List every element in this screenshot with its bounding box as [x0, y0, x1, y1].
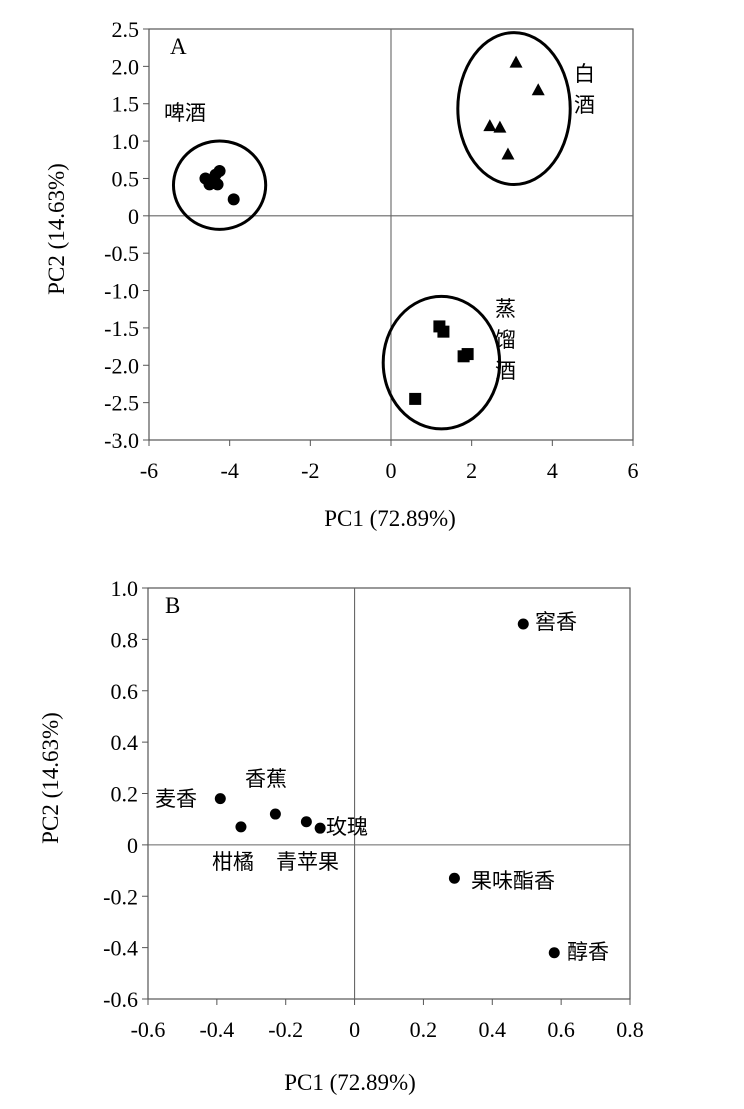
panel-a-y-tick-label: -1.0 [104, 279, 139, 304]
panel-a-y-tick-label: -2.0 [104, 353, 139, 378]
data-point-distilled [437, 325, 450, 338]
point-label-malt-aroma: 麦香 [155, 787, 197, 811]
panel-a-x-tick-label: 2 [466, 458, 477, 483]
data-point-aroma [548, 947, 560, 959]
panel-a-y-axis-label: PC2 (14.63%) [44, 163, 69, 295]
panel-a-x-tick-label: 6 [628, 458, 639, 483]
panel-a-y-tick-label: 2.5 [112, 17, 140, 42]
panel-a-y-tick-label: -2.5 [104, 391, 139, 416]
panel-a-cluster-ellipses [171, 31, 572, 431]
panel-b-y-axis-label: PC2 (14.63%) [38, 712, 63, 844]
panel-a-x-tick-label: -2 [301, 458, 319, 483]
panel-a-y-tick-label: 1.5 [112, 92, 140, 117]
point-label-banana: 香蕉 [245, 767, 287, 791]
panel-a-chart: -6 -4 -2 0 2 4 6 2.5 2.0 1.5 1.0 0.5 0 -0.5 -1.0 -1.5 -2… [44, 17, 639, 531]
cluster-label-distilled-char-3: 酒 [495, 359, 516, 383]
data-point-aroma [235, 821, 247, 833]
cluster-label-baijiu-char-2: 酒 [574, 93, 595, 117]
cluster-label-distilled-char-2: 馏 [495, 328, 516, 352]
panel-b-x-tick-label: -0.4 [199, 1017, 234, 1042]
panel-a-y-tick-label: -3.0 [104, 428, 139, 453]
data-point-aroma [214, 793, 226, 805]
data-point-distilled [461, 348, 474, 361]
panel-b-axes: -0.6 -0.4 -0.2 0 0.2 0.4 0.6 0.8 1.0 0.8 0.6 0.4 0.2… [103, 576, 644, 1042]
panel-b-y-tick-label: 1.0 [111, 576, 139, 601]
panel-b-x-tick-label: 0.2 [410, 1017, 438, 1042]
point-label-rose: 玫瑰 [326, 815, 368, 839]
data-point-baijiu [501, 147, 515, 160]
panel-b-x-tick-label: 0.8 [616, 1017, 644, 1042]
cluster-ellipse-distilled [381, 294, 502, 431]
data-point-baijiu [483, 119, 497, 132]
point-label-fruity-ester: 果味酯香 [471, 869, 555, 893]
data-point-baijiu [531, 83, 545, 96]
point-label-citrus: 柑橘 [212, 850, 254, 874]
panel-b-data-points [214, 618, 560, 959]
data-point-aroma [300, 816, 312, 828]
data-point-distilled [409, 392, 422, 405]
panel-a-y-tick-label: 1.0 [112, 129, 140, 154]
data-point-beer [213, 164, 226, 177]
cluster-label-distilled-char-1: 蒸 [495, 297, 516, 321]
point-label-green-apple: 青苹果 [276, 850, 339, 874]
data-point-beer [211, 178, 224, 191]
panel-a-x-tick-label: -4 [221, 458, 239, 483]
cluster-ellipse-beer [171, 139, 268, 231]
panel-b-y-tick-label: 0.6 [111, 679, 139, 704]
panel-a-y-tick-label: -1.5 [104, 316, 139, 341]
panel-a-axes: -6 -4 -2 0 2 4 6 2.5 2.0 1.5 1.0 0.5 0 -0.5 -1.0 -1.5 -2… [104, 17, 638, 483]
panel-a-data-points [199, 55, 545, 405]
panel-a-y-tick-label: 0.5 [112, 166, 140, 191]
panel-b-x-tick-label: -0.2 [268, 1017, 303, 1042]
panel-b-x-tick-label: 0.6 [547, 1017, 575, 1042]
data-point-baijiu [509, 55, 523, 68]
panel-a-y-tick-label: 2.0 [112, 54, 140, 79]
panel-b-y-tick-label: 0 [127, 833, 138, 858]
data-point-baijiu [493, 120, 507, 133]
cluster-label-baijiu: 白 酒 [574, 62, 595, 117]
panel-b-y-tick-label: 0.4 [111, 730, 139, 755]
cluster-ellipse-baijiu [456, 31, 572, 187]
data-point-aroma [314, 822, 326, 834]
point-label-cellar-aroma: 窖香 [535, 610, 577, 634]
point-label-mellow-aroma: 醇香 [567, 940, 609, 964]
panel-b-x-tick-label: 0 [349, 1017, 360, 1042]
data-point-aroma [517, 618, 529, 630]
panel-b-chart: -0.6 -0.4 -0.2 0 0.2 0.4 0.6 0.8 1.0 0.8 0.6 0.4 0.2… [38, 576, 644, 1095]
cluster-label-beer: 啤酒 [164, 101, 206, 125]
panel-b-y-tick-label: 0.2 [111, 782, 139, 807]
data-point-aroma [269, 808, 281, 820]
panel-a-letter: A [170, 34, 187, 59]
panel-b-y-tick-label: 0.8 [111, 627, 139, 652]
cluster-label-distilled: 蒸 馏 酒 [495, 297, 516, 383]
panel-a-x-axis-label: PC1 (72.89%) [324, 506, 456, 531]
panel-b-x-axis-label: PC1 (72.89%) [284, 1070, 416, 1095]
panel-a-x-tick-label: -6 [140, 458, 158, 483]
panel-a-y-tick-label: 0 [128, 204, 139, 229]
cluster-label-baijiu-char-1: 白 [574, 62, 595, 86]
panel-b-y-tick-label: -0.2 [103, 884, 138, 909]
panel-a-x-tick-label: 0 [386, 458, 397, 483]
panel-a-y-tick-label: -0.5 [104, 241, 139, 266]
panel-b-x-tick-label: 0.4 [479, 1017, 507, 1042]
data-point-beer [227, 193, 240, 206]
panel-b-y-tick-label: -0.6 [103, 987, 138, 1012]
panel-b-x-tick-label: -0.6 [131, 1017, 166, 1042]
data-point-aroma [448, 872, 460, 884]
panel-a-x-tick-label: 4 [547, 458, 558, 483]
panel-b-y-tick-label: -0.4 [103, 936, 138, 961]
panel-b-letter: B [165, 593, 180, 618]
